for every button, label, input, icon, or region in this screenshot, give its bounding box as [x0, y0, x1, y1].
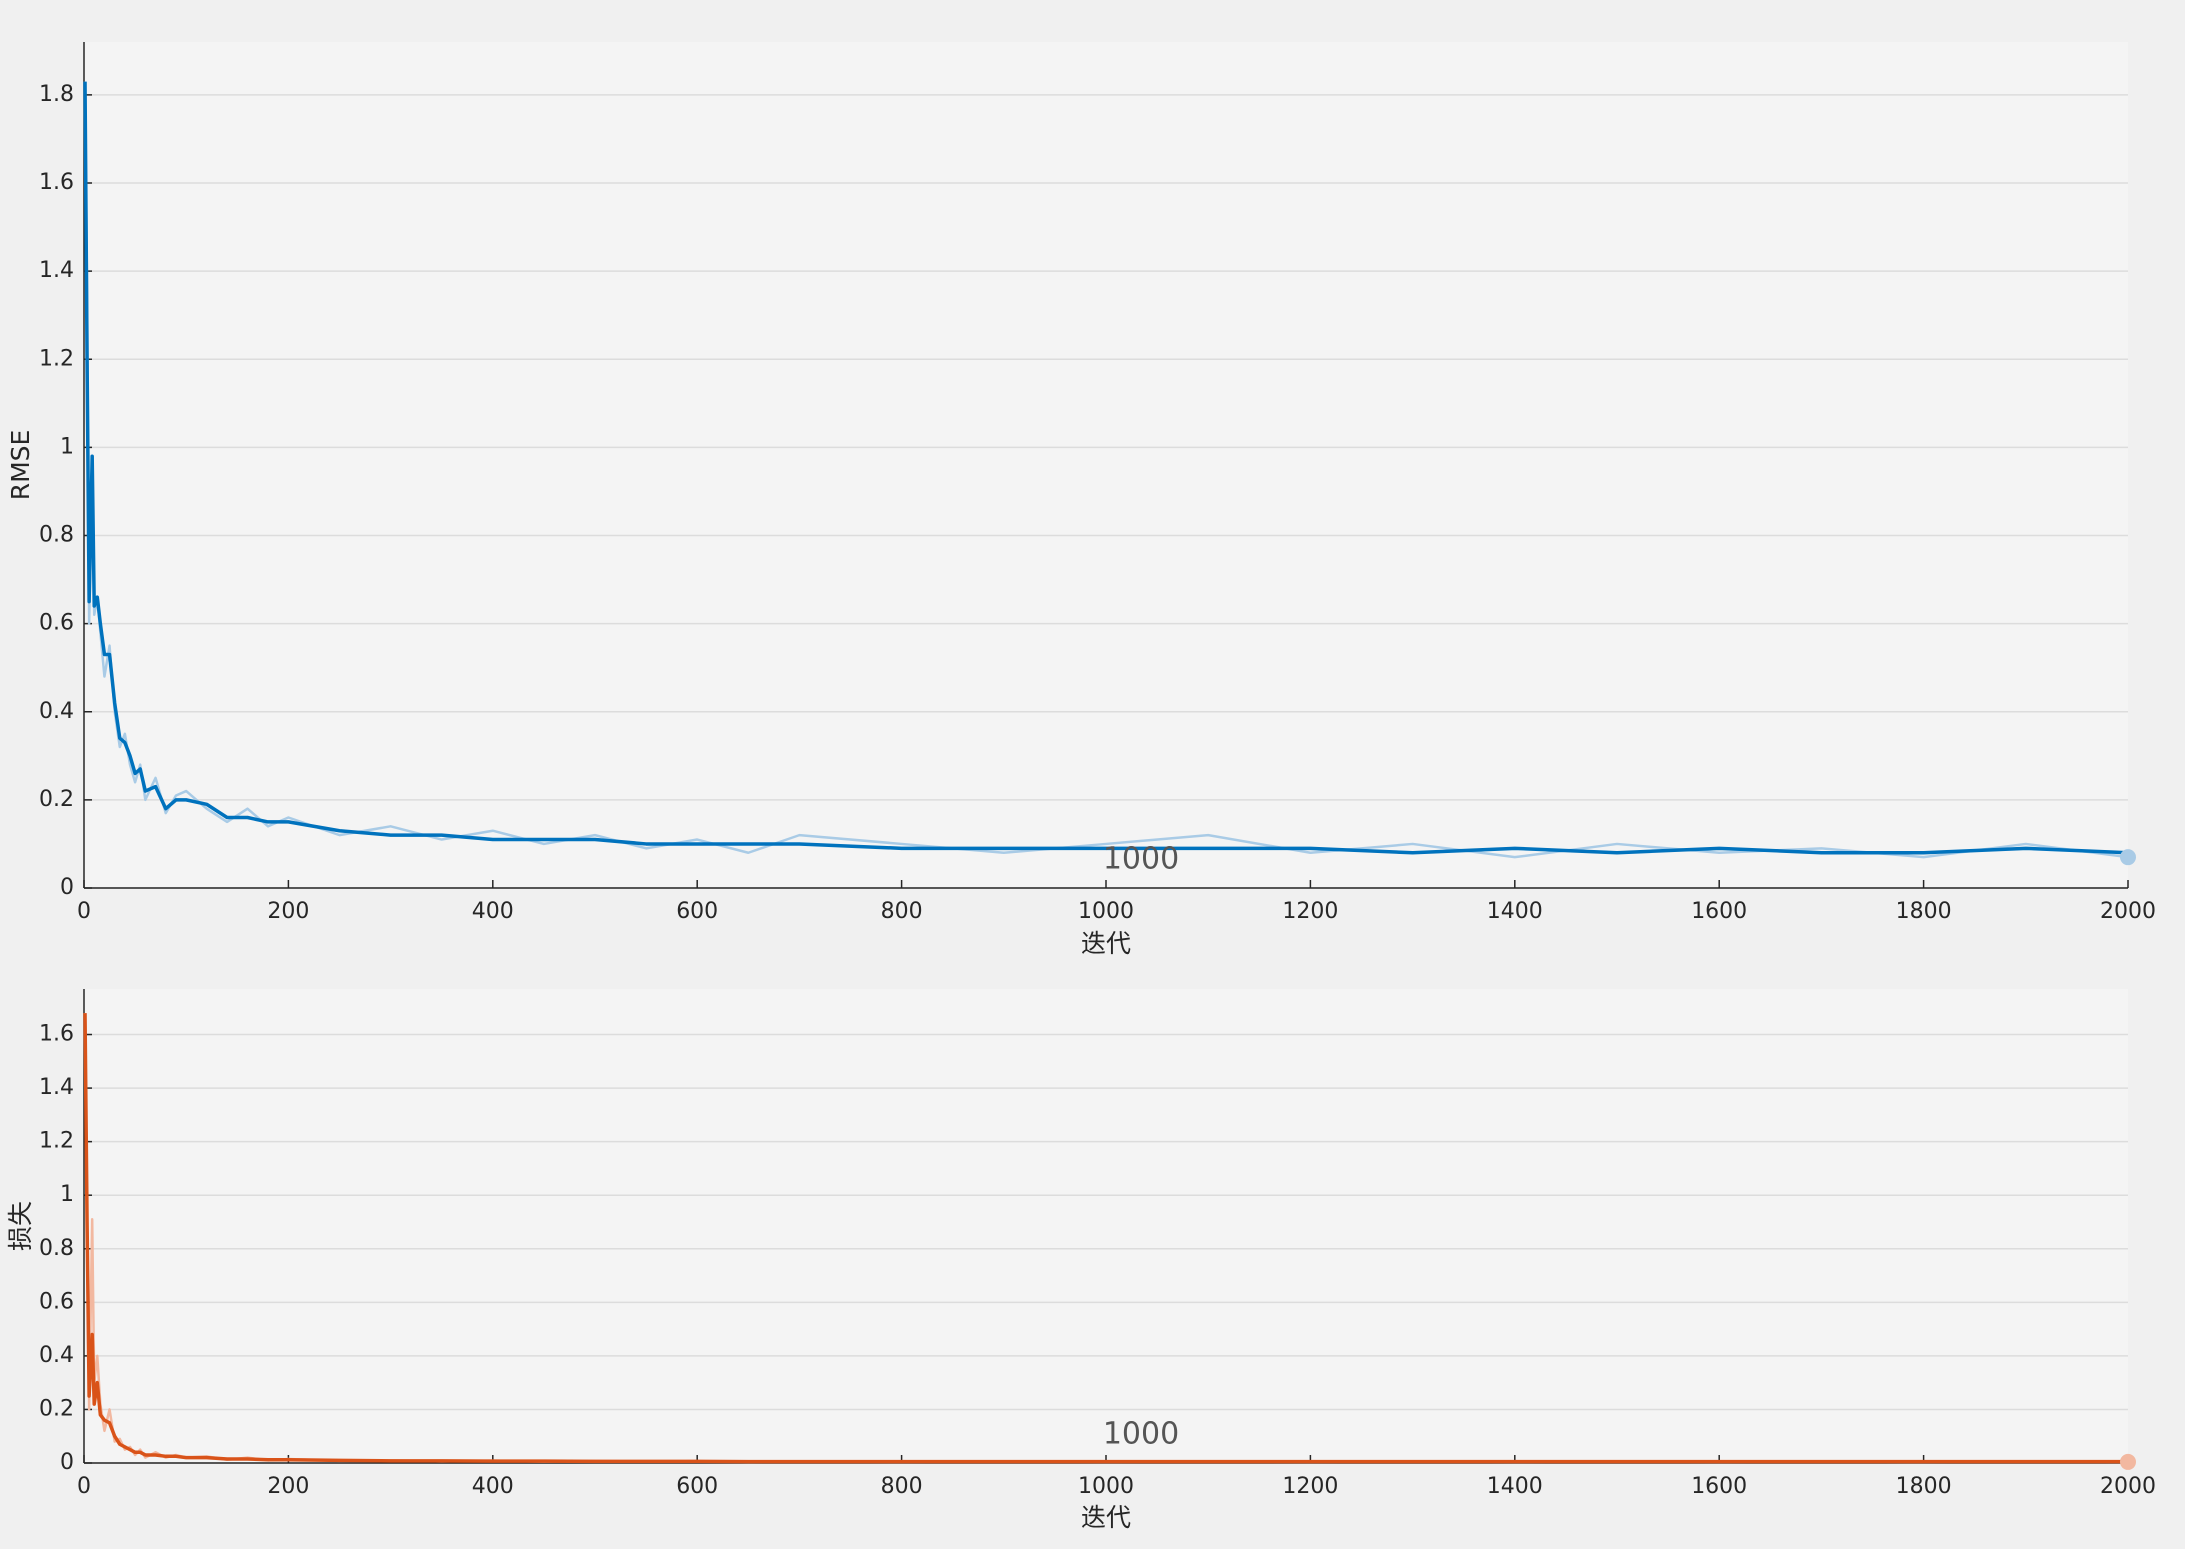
x-tick-label: 2000 [2100, 1474, 2156, 1499]
y-tick-label: 0.6 [39, 611, 74, 636]
annotation: 1000 [1103, 842, 1179, 877]
x-tick-label: 400 [472, 1474, 514, 1499]
y-tick-label: 0.8 [39, 1236, 74, 1261]
y-tick-label: 1 [60, 434, 74, 459]
x-tick-label: 600 [676, 899, 718, 924]
x-tick-label: 1800 [1896, 1474, 1952, 1499]
x-tick-label: 1800 [1896, 899, 1952, 924]
x-tick-label: 1400 [1487, 899, 1543, 924]
annotation: 1000 [1103, 1417, 1179, 1452]
y-tick-label: 1.6 [39, 1022, 74, 1047]
y-axis-label: RMSE [6, 430, 35, 501]
y-axis-label: 损失 [6, 1201, 35, 1251]
y-tick-label: 1.8 [39, 82, 74, 107]
end-marker [2120, 849, 2136, 866]
plot-area [84, 42, 2128, 888]
x-tick-label: 0 [77, 899, 91, 924]
x-tick-label: 200 [267, 1474, 309, 1499]
x-tick-label: 400 [472, 899, 514, 924]
y-tick-label: 1 [60, 1182, 74, 1207]
y-tick-label: 1.2 [39, 1129, 74, 1154]
x-axis-label: 迭代 [1081, 1503, 1131, 1532]
x-tick-label: 1200 [1282, 1474, 1338, 1499]
x-tick-label: 0 [77, 1474, 91, 1499]
x-axis-label: 迭代 [1081, 929, 1131, 958]
y-tick-label: 0.4 [39, 699, 74, 724]
y-tick-label: 0 [60, 1450, 74, 1475]
x-tick-label: 1600 [1691, 1474, 1747, 1499]
y-tick-label: 0.2 [39, 1396, 74, 1421]
x-tick-label: 1400 [1487, 1474, 1543, 1499]
y-tick-label: 0.8 [39, 523, 74, 548]
x-tick-label: 1600 [1691, 899, 1747, 924]
x-tick-label: 1000 [1078, 899, 1134, 924]
y-tick-label: 1.4 [39, 1075, 74, 1100]
smoothed-line [83, 81, 2129, 855]
y-tick-label: 0.4 [39, 1343, 74, 1368]
end-marker [2120, 1453, 2136, 1470]
y-tick-label: 0 [60, 875, 74, 900]
x-tick-label: 600 [676, 1474, 718, 1499]
y-tick-label: 1.4 [39, 258, 74, 283]
x-tick-label: 800 [881, 899, 923, 924]
x-tick-label: 200 [267, 899, 309, 924]
y-tick-label: 0.6 [39, 1289, 74, 1314]
smoothed-line [83, 1013, 2128, 1464]
x-tick-label: 1000 [1078, 1474, 1134, 1499]
y-tick-label: 1.2 [39, 346, 74, 371]
x-tick-label: 1200 [1282, 899, 1338, 924]
y-tick-label: 1.6 [39, 170, 74, 195]
y-tick-label: 0.2 [39, 787, 74, 812]
x-tick-label: 800 [881, 1474, 923, 1499]
x-tick-label: 2000 [2100, 899, 2156, 924]
plot-area [84, 989, 2128, 1463]
